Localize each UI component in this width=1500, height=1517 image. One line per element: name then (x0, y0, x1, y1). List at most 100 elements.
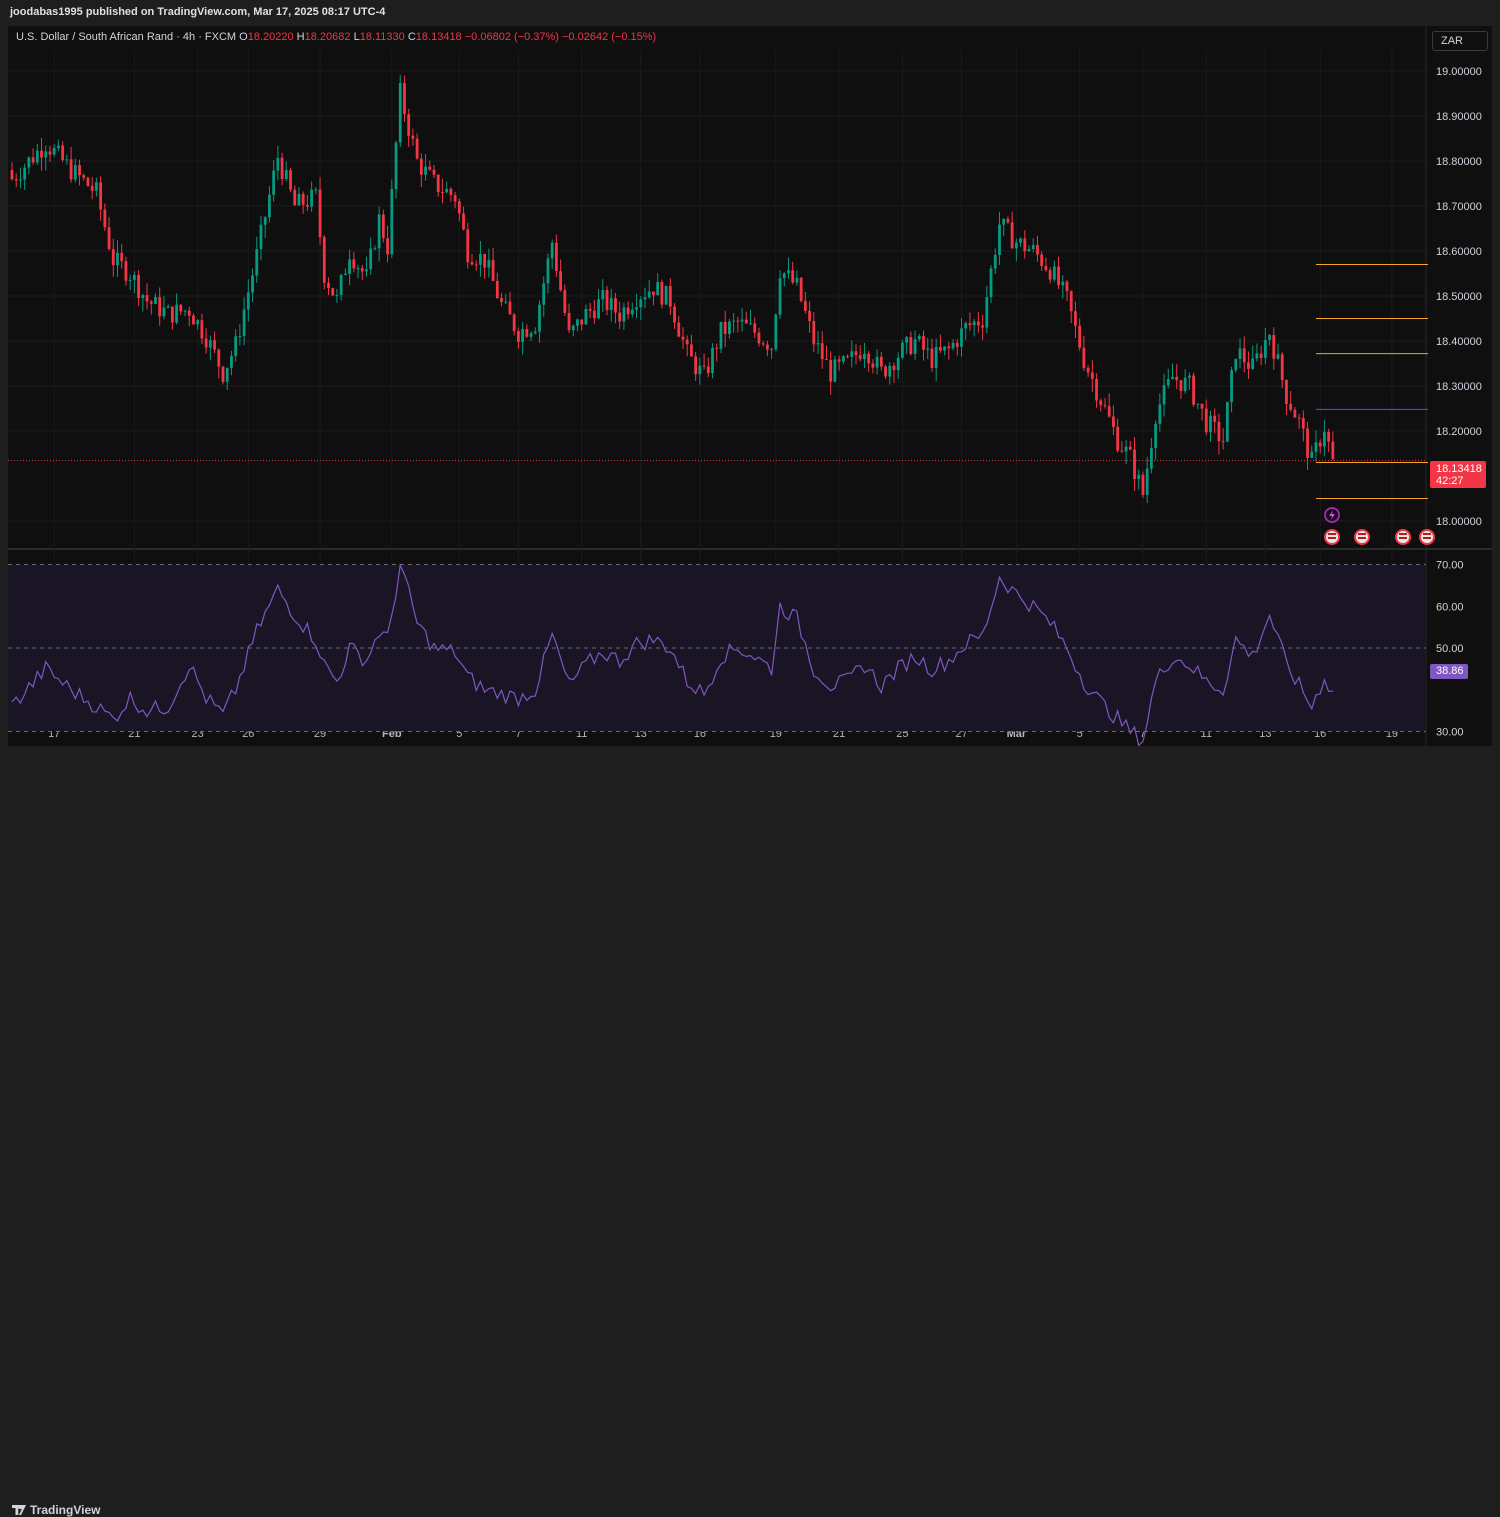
candle-body (592, 310, 596, 319)
candle-body (196, 320, 200, 325)
candle-body (1061, 281, 1065, 286)
candle-body (170, 306, 174, 323)
x-tick-label: 7 (515, 728, 521, 740)
candle-body (753, 323, 757, 333)
candle-body (238, 336, 242, 338)
candle-body (1090, 372, 1094, 379)
candle-body (335, 295, 339, 297)
candle-body (854, 351, 858, 356)
candle-body (580, 319, 584, 325)
candle-body (276, 157, 280, 171)
candle-body (154, 296, 157, 304)
candle-body (1086, 367, 1090, 373)
candle-body (681, 336, 685, 340)
candle-body (65, 159, 69, 161)
chart-svg[interactable]: 17 21 23 26 29 Feb 5 7 11 13 16 19 21 25 27 Mar 5 7 11 13 16… (0, 0, 1500, 779)
candle-body (630, 309, 634, 315)
candle-body (1014, 242, 1018, 249)
rsi-value-tag: 38.86 (1430, 664, 1468, 679)
candle-body (1272, 335, 1276, 359)
candle-body (1268, 335, 1271, 340)
candle-body (474, 264, 478, 266)
candle-body (803, 300, 807, 311)
candle-body (732, 320, 736, 322)
candle-body (1251, 358, 1255, 369)
candle-body (1200, 403, 1204, 409)
candle-body (365, 269, 368, 272)
candle-body (1006, 218, 1010, 223)
candle-body (626, 307, 630, 315)
close-label: C (407, 31, 416, 43)
candle-body (542, 283, 546, 305)
candle-body (1019, 238, 1022, 243)
candle-body (436, 174, 440, 192)
candle-body (1082, 347, 1086, 368)
rsi-tick-label: 70.00 (1436, 560, 1464, 572)
currency-button[interactable]: ZAR (1432, 31, 1488, 51)
candle-body (221, 366, 225, 382)
candle-body (884, 366, 887, 377)
candle-body (517, 330, 520, 342)
candle-body (993, 254, 997, 269)
candle-body (1023, 238, 1027, 252)
candle-body (268, 194, 271, 218)
footer-bar: TradingView (0, 748, 1500, 1517)
candle-body (711, 347, 714, 374)
candle-body (614, 298, 617, 313)
candle-body (356, 267, 360, 269)
candle-body (500, 298, 503, 303)
y-tick-label: 19.00000 (1436, 66, 1482, 78)
candle-body (314, 189, 318, 191)
candle-body (428, 166, 432, 170)
y-tick-label: 18.80000 (1436, 156, 1482, 168)
candle-body (86, 177, 90, 187)
rsi-tick-label: 50.00 (1436, 643, 1464, 655)
candle-body (1099, 400, 1103, 406)
candle-body (1150, 448, 1153, 469)
candle-body (909, 337, 913, 355)
candle-body (563, 290, 567, 313)
candle-body (301, 193, 305, 205)
candle-body (35, 150, 39, 163)
candle-body (1027, 249, 1031, 252)
candle-body (69, 159, 73, 180)
candle-body (922, 336, 925, 350)
open-label: O (239, 31, 248, 43)
us-flag-stripe (1423, 537, 1431, 539)
candle-body (82, 175, 86, 178)
us-flag-stripe (1399, 533, 1407, 535)
candle-body (373, 248, 377, 250)
candle-body (635, 307, 638, 310)
candle-body (1204, 408, 1208, 433)
candle-body (1010, 222, 1014, 249)
candle-body (1306, 428, 1309, 458)
candle-body (694, 356, 698, 375)
candle-body (398, 83, 402, 143)
candle-body (1293, 409, 1297, 418)
candle-body (217, 349, 221, 367)
candle-body (1031, 244, 1035, 250)
candle-body (588, 308, 592, 311)
candle-body (14, 179, 18, 181)
current-price-value: 18.13418 (1436, 463, 1482, 475)
candle-body (259, 224, 263, 250)
candle-body (1112, 416, 1115, 427)
candle-body (103, 209, 107, 228)
candle-body (1280, 354, 1284, 381)
tradingview-logo[interactable]: TradingView (12, 1503, 100, 1517)
candle-body (166, 306, 170, 308)
candle-body (479, 253, 482, 265)
candle-body (1124, 446, 1128, 452)
candle-body (567, 312, 571, 331)
candle-body (360, 267, 364, 272)
candle-body (255, 249, 259, 276)
us-flag-stripe (1358, 537, 1366, 539)
candle-body (175, 304, 178, 323)
candle-body (1175, 376, 1179, 381)
low-value: 18.11330 (359, 31, 405, 43)
open-value: 18.20220 (247, 31, 294, 43)
candle-body (1297, 417, 1301, 419)
publish-header: joodabas1995 published on TradingView.co… (0, 0, 1500, 26)
candle-body (137, 274, 140, 299)
